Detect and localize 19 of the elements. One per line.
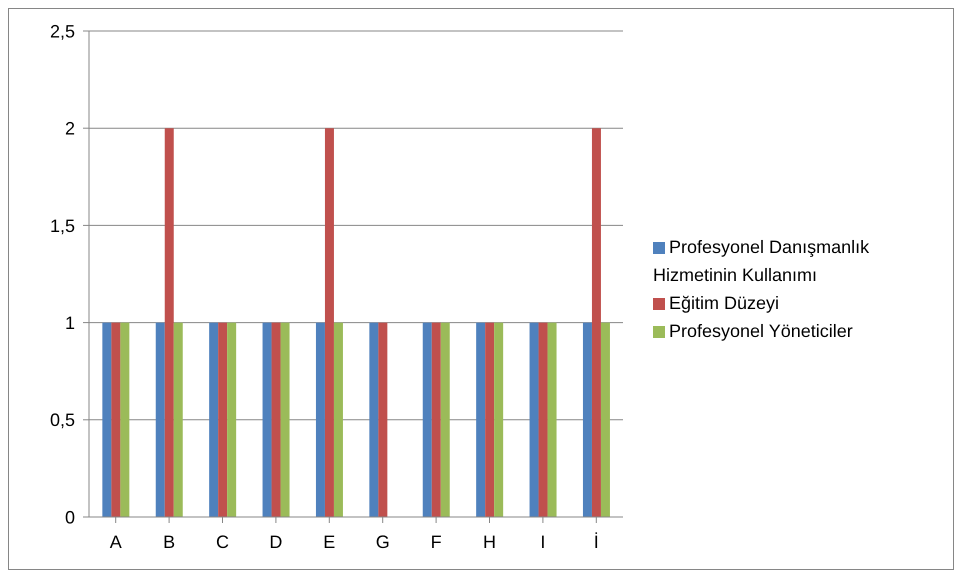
x-tick-label: A	[110, 532, 122, 552]
x-tick-label: E	[323, 532, 336, 552]
legend-label: Eğitim Düzeyi	[669, 293, 780, 313]
x-tick-label: I	[540, 532, 546, 552]
x-tick-label: C	[216, 532, 229, 552]
x-tick-label: H	[483, 532, 496, 552]
y-tick-label: 2,5	[50, 21, 75, 42]
legend-label: Profesyonel Yöneticiler	[669, 321, 853, 341]
y-tick-label: 0,5	[50, 410, 75, 430]
x-tick-label: F	[430, 532, 442, 552]
y-tick-label: 1	[64, 312, 75, 333]
y-tick-label: 0	[64, 507, 75, 528]
y-tick-label: 1,5	[50, 216, 75, 236]
x-tick-label: B	[163, 532, 176, 552]
x-tick-label: İ	[594, 532, 599, 552]
legend-label: Profesyonel Danışmanlık Hizmetinin Kullanımı	[653, 237, 870, 285]
x-tick-label: D	[269, 532, 282, 552]
y-tick-label: 2	[64, 118, 75, 139]
x-tick-label: G	[376, 532, 390, 552]
